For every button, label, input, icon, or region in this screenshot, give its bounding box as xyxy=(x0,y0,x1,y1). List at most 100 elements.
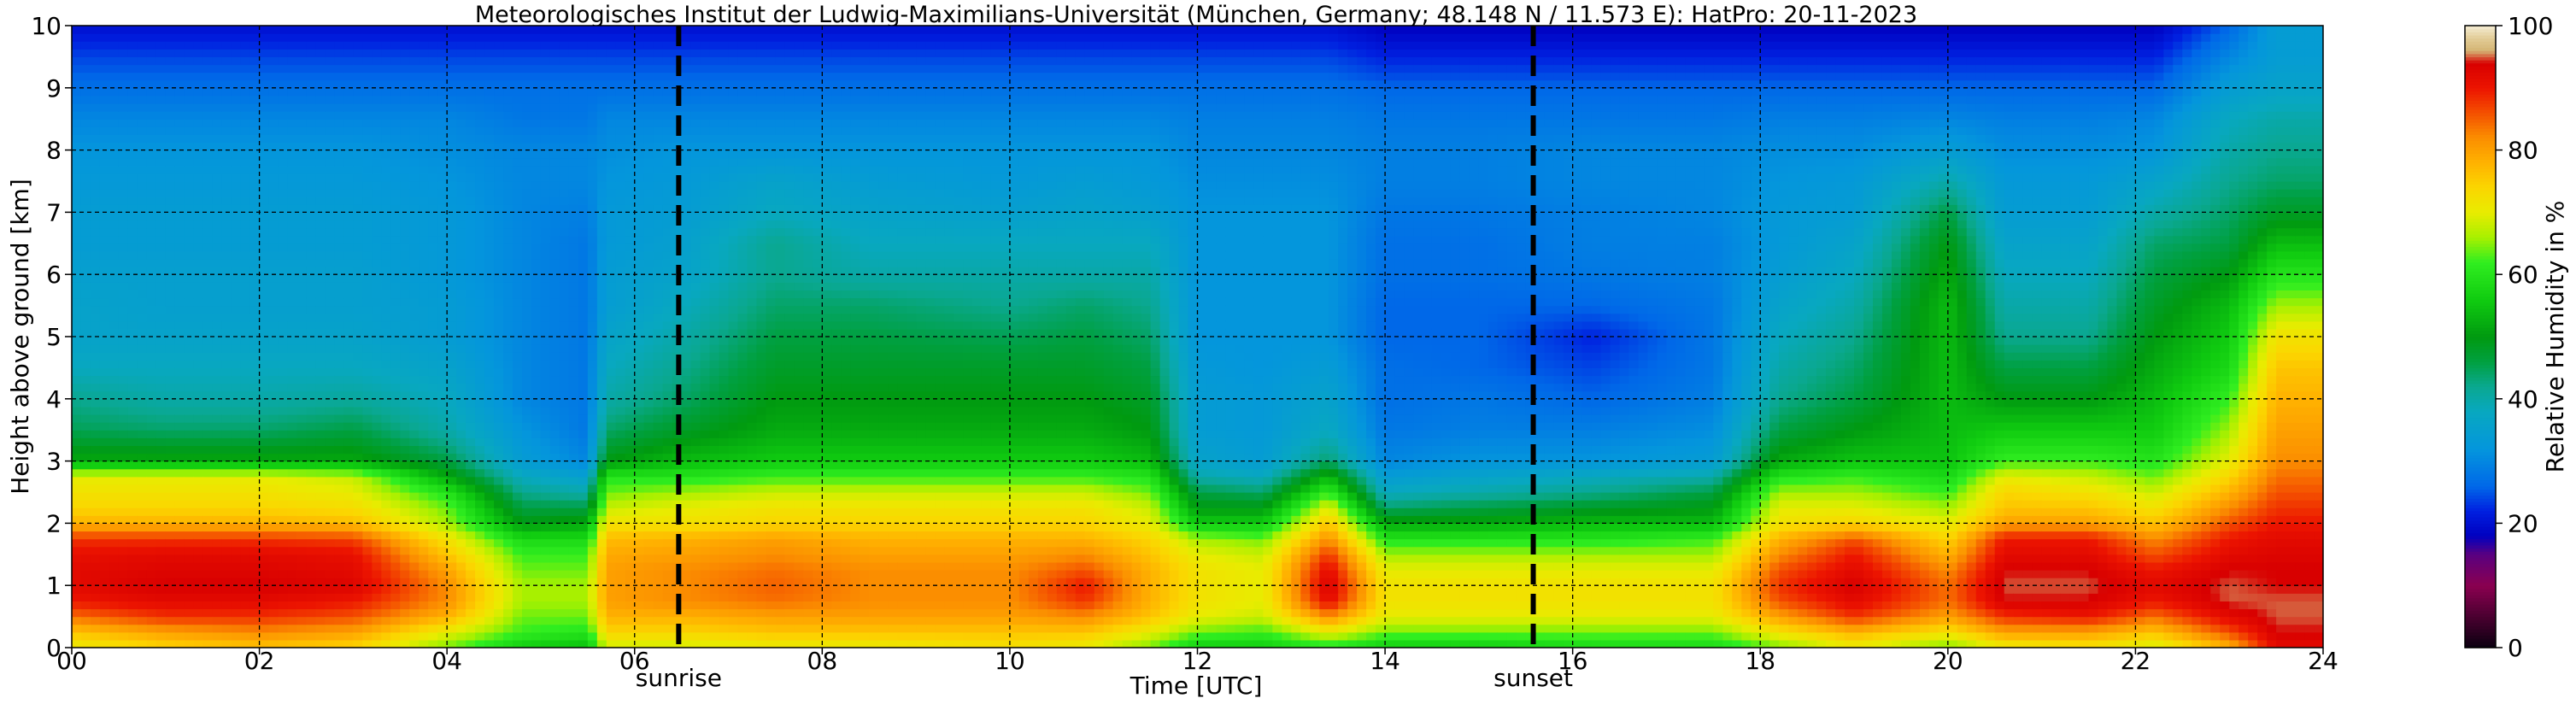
heatmap-cell xyxy=(615,570,626,578)
heatmap-cell xyxy=(184,111,195,120)
heatmap-cell xyxy=(559,445,570,455)
heatmap-cell xyxy=(231,453,242,462)
heatmap-cell xyxy=(503,531,513,540)
heatmap-cell xyxy=(587,204,598,213)
heatmap-cell xyxy=(494,173,504,182)
heatmap-cell xyxy=(494,189,504,197)
heatmap-cell xyxy=(513,608,523,618)
heatmap-cell xyxy=(494,267,504,275)
heatmap-cell xyxy=(184,500,195,508)
heatmap-cell xyxy=(165,274,176,283)
heatmap-cell xyxy=(390,150,401,159)
heatmap-cell xyxy=(578,367,589,377)
heatmap-cell xyxy=(249,414,261,423)
heatmap-cell xyxy=(287,79,298,89)
heatmap-cell xyxy=(353,250,363,260)
heatmap-cell xyxy=(184,375,195,384)
heatmap-cell xyxy=(325,430,336,438)
heatmap-cell xyxy=(306,578,317,586)
heatmap-cell xyxy=(615,259,626,267)
heatmap-cell xyxy=(559,72,570,81)
heatmap-cell xyxy=(625,554,636,563)
heatmap-cell xyxy=(540,64,551,73)
heatmap-cell xyxy=(540,616,551,625)
heatmap-cell xyxy=(447,243,457,252)
heatmap-cell xyxy=(549,165,560,174)
heatmap-cell xyxy=(568,468,579,478)
heatmap-cell xyxy=(231,111,242,120)
heatmap-cell xyxy=(475,157,485,167)
heatmap-cell xyxy=(437,165,448,174)
heatmap-cell xyxy=(494,375,504,384)
heatmap-cell xyxy=(513,468,523,478)
heatmap-cell xyxy=(184,49,195,57)
heatmap-cell xyxy=(494,624,504,633)
heatmap-cell xyxy=(540,267,551,275)
heatmap-cell xyxy=(615,181,626,190)
heatmap-cell xyxy=(606,476,617,485)
heatmap-cell xyxy=(306,461,317,470)
heatmap-cell xyxy=(568,437,579,446)
heatmap-cell xyxy=(127,639,138,648)
heatmap-cell xyxy=(466,390,476,400)
heatmap-cell xyxy=(578,639,589,648)
heatmap-cell xyxy=(306,290,317,299)
heatmap-cell xyxy=(475,49,485,57)
heatmap-cell xyxy=(127,204,138,213)
heatmap-cell xyxy=(643,616,654,625)
heatmap-cell xyxy=(174,546,185,555)
heatmap-cell xyxy=(475,26,485,34)
heatmap-cell xyxy=(578,250,589,260)
heatmap-cell xyxy=(315,523,326,532)
heatmap-cell xyxy=(559,157,570,167)
heatmap-cell xyxy=(503,367,513,377)
heatmap-cell xyxy=(155,282,167,290)
heatmap-cell xyxy=(643,56,654,66)
heatmap-cell xyxy=(146,220,157,229)
heatmap-cell xyxy=(409,624,420,633)
heatmap-cell xyxy=(268,344,279,353)
heatmap-cell xyxy=(513,624,523,633)
heatmap-cell xyxy=(315,142,326,151)
heatmap-cell xyxy=(381,375,391,384)
heatmap-cell xyxy=(193,297,204,307)
heatmap-cell xyxy=(615,507,626,516)
heatmap-cell xyxy=(466,227,476,237)
heatmap-cell xyxy=(353,406,363,415)
heatmap-cell xyxy=(549,554,560,563)
heatmap-cell xyxy=(212,33,223,42)
heatmap-cell xyxy=(80,49,91,57)
heatmap-cell xyxy=(127,297,138,307)
heatmap-cell xyxy=(306,616,317,625)
heatmap-cell xyxy=(334,437,344,446)
heatmap-cell xyxy=(109,41,120,50)
heatmap-cell xyxy=(193,235,204,244)
heatmap-cell xyxy=(184,87,195,97)
heatmap-cell xyxy=(625,235,636,244)
heatmap-cell xyxy=(99,79,110,89)
heatmap-cell xyxy=(456,561,466,571)
heatmap-cell xyxy=(587,33,598,42)
heatmap-cell xyxy=(99,204,110,213)
heatmap-cell xyxy=(625,103,636,112)
heatmap-cell xyxy=(99,398,110,408)
heatmap-cell xyxy=(381,601,391,610)
heatmap-cell xyxy=(80,212,91,221)
heatmap-cell xyxy=(409,212,420,221)
heatmap-cell xyxy=(137,484,148,493)
heatmap-cell xyxy=(587,561,598,571)
heatmap-cell xyxy=(409,375,420,384)
heatmap-cell xyxy=(334,235,344,244)
heatmap-cell xyxy=(419,631,429,641)
heatmap-cell xyxy=(259,593,270,601)
heatmap-cell xyxy=(466,492,476,501)
heatmap-cell xyxy=(306,134,317,144)
heatmap-cell xyxy=(325,484,336,493)
heatmap-cell xyxy=(372,624,382,633)
heatmap-cell xyxy=(80,406,91,415)
heatmap-cell xyxy=(596,204,607,213)
heatmap-cell xyxy=(615,352,626,361)
heatmap-cell xyxy=(643,468,654,478)
heatmap-cell xyxy=(494,103,504,112)
heatmap-cell xyxy=(643,297,654,307)
